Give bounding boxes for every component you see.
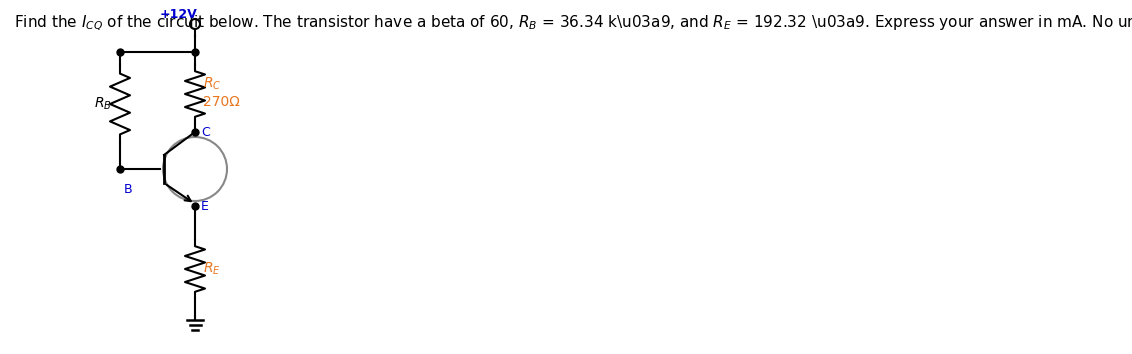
- Text: $R_E$: $R_E$: [203, 261, 221, 277]
- Text: B: B: [125, 183, 132, 196]
- Text: $R_C$: $R_C$: [203, 76, 222, 92]
- Text: Find the $I_{CQ}$ of the circuit below. The transistor have a beta of 60, $R_B$ : Find the $I_{CQ}$ of the circuit below. …: [14, 14, 1132, 33]
- Text: $R_B$: $R_B$: [94, 96, 112, 112]
- Text: E: E: [201, 200, 209, 212]
- Text: C: C: [201, 126, 209, 138]
- Text: +12V: +12V: [160, 8, 198, 21]
- Text: 270Ω: 270Ω: [203, 95, 240, 109]
